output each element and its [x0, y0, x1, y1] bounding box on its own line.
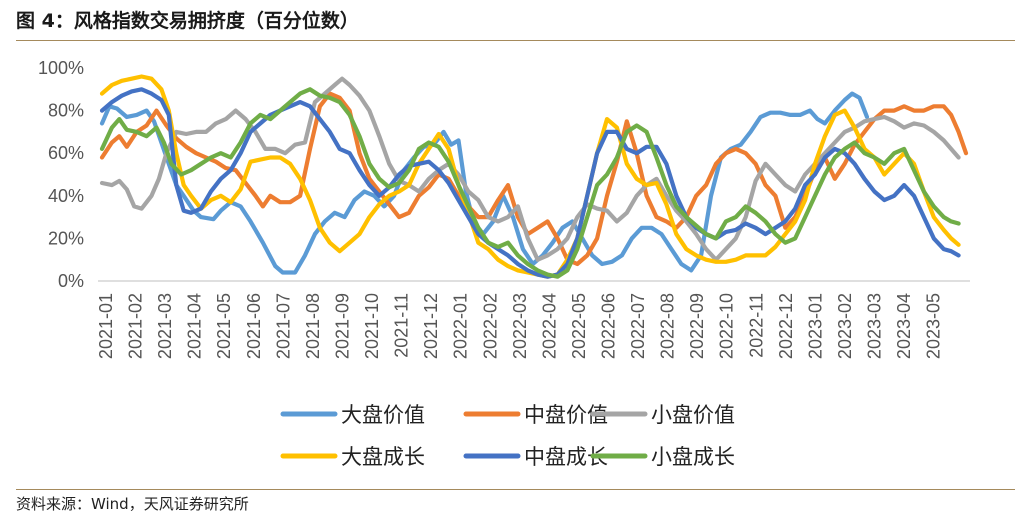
x-tick-label: 2022-07 — [628, 293, 648, 359]
x-tick-label: 2022-09 — [687, 293, 707, 359]
x-tick-label: 2022-11 — [746, 293, 766, 358]
footer-divider — [16, 489, 1015, 490]
source-note: 资料来源：Wind，天风证券研究所 — [16, 495, 249, 513]
x-tick-label: 2021-02 — [126, 293, 146, 359]
x-tick-label: 2021-05 — [214, 293, 234, 359]
x-tick-label: 2022-02 — [480, 293, 500, 359]
x-tick-label: 2021-04 — [185, 293, 205, 359]
x-tick-label: 2022-12 — [776, 293, 796, 359]
x-tick-label: 2022-05 — [569, 293, 589, 359]
y-tick-label: 100% — [38, 58, 84, 78]
legend-label: 大盘成长 — [341, 445, 425, 469]
series-line-6 — [99, 87, 961, 279]
x-tick-label: 2022-10 — [717, 293, 737, 359]
x-tick-label: 2023-05 — [924, 293, 944, 359]
y-tick-label: 40% — [48, 186, 84, 206]
x-tick-label: 2023-02 — [835, 293, 855, 359]
legend-label: 小盘价值 — [651, 403, 735, 427]
x-tick-label: 2021-01 — [96, 293, 116, 359]
x-tick-label: 2021-12 — [421, 293, 441, 359]
x-tick-label: 2023-04 — [894, 293, 914, 359]
x-tick-label: 2021-06 — [244, 293, 264, 359]
x-tick-label: 2023-01 — [805, 293, 825, 359]
x-tick-label: 2021-10 — [362, 293, 382, 359]
x-tick-label: 2022-01 — [451, 293, 471, 359]
y-tick-label: 60% — [48, 143, 84, 163]
chart-title: 图 4：风格指数交易拥挤度（百分位数） — [16, 10, 359, 32]
legend-label: 小盘成长 — [651, 445, 735, 469]
x-tick-label: 2021-08 — [303, 293, 323, 359]
series-line-5 — [99, 87, 961, 279]
x-tick-label: 2022-08 — [658, 293, 678, 359]
y-tick-label: 80% — [48, 101, 84, 121]
x-axis: 2021-01 2021-02 2021-03 2021-04 2021-05 2021-… — [96, 293, 944, 359]
title-divider — [16, 40, 1015, 41]
y-axis: 0% 20% 40% 60% 80% 100% — [38, 58, 84, 291]
chart: 0% 20% 40% 60% 80% 100% 2021-01 2021-02 2021-03… — [38, 58, 970, 469]
x-tick-label: 2021-11 — [392, 293, 412, 358]
x-tick-label: 2022-04 — [539, 293, 559, 359]
x-tick-label: 2023-03 — [865, 293, 885, 359]
y-tick-label: 20% — [48, 228, 84, 248]
series-line-2 — [99, 91, 969, 267]
series-group — [99, 74, 969, 279]
x-tick-label: 2021-09 — [332, 293, 352, 359]
x-tick-label: 2021-07 — [273, 293, 293, 359]
legend-label: 大盘价值 — [341, 403, 425, 427]
x-tick-label: 2022-03 — [510, 293, 530, 359]
y-tick-label: 0% — [58, 271, 84, 291]
x-tick-label: 2022-06 — [599, 293, 619, 359]
x-tick-label: 2021-03 — [155, 293, 175, 359]
